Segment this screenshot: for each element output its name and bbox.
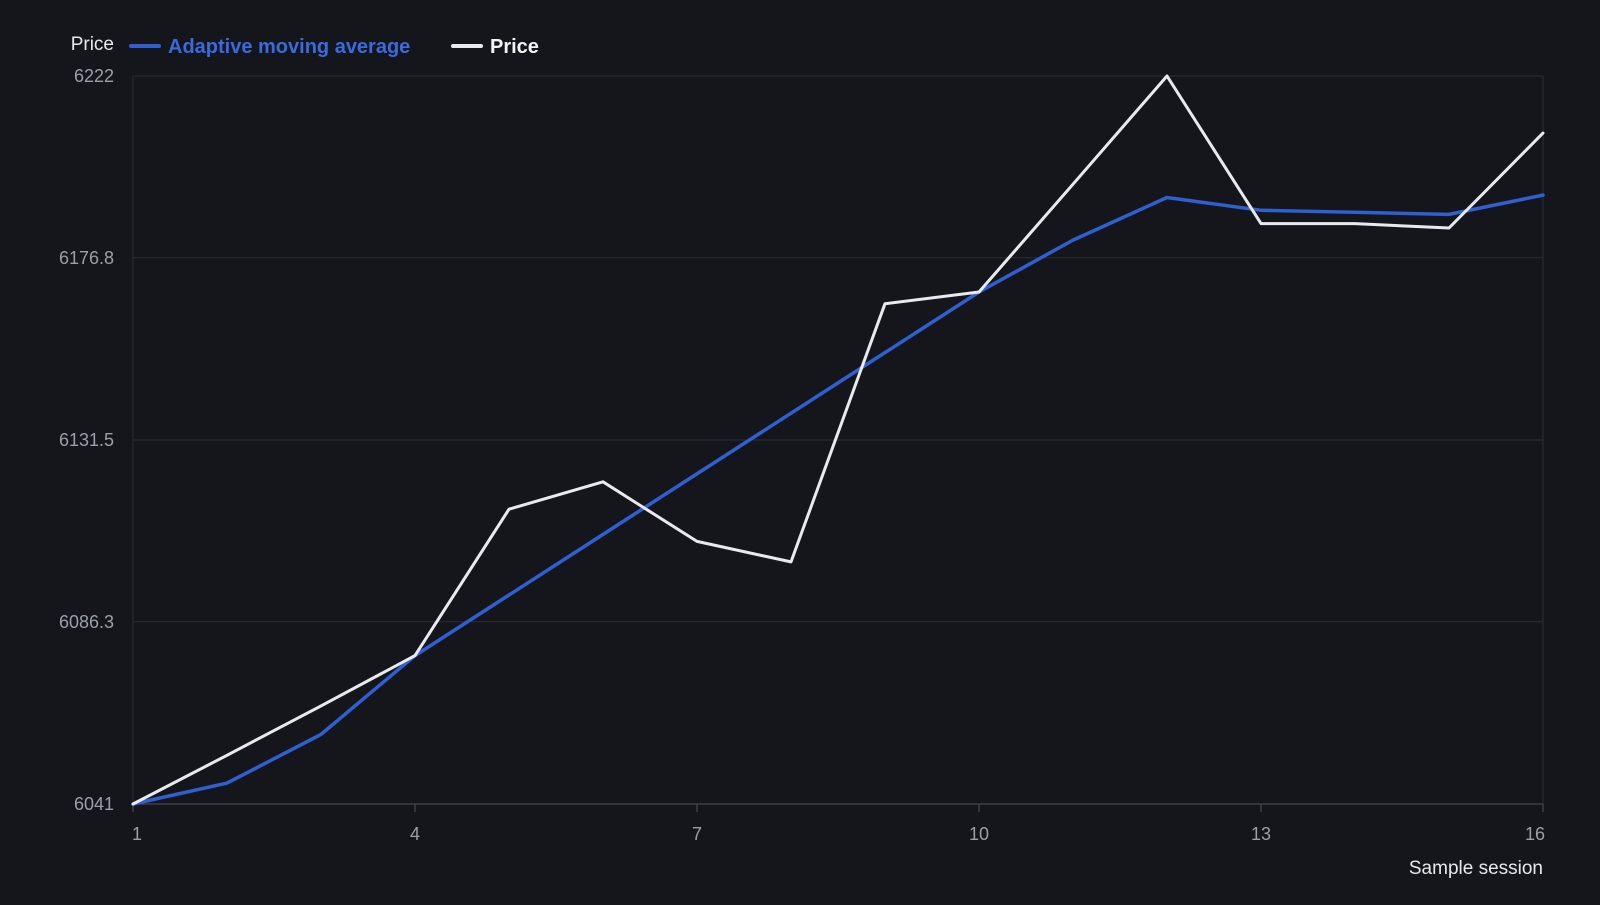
y-tick-label: 6086.3 — [59, 612, 114, 632]
series-lines — [131, 74, 1545, 806]
legend-label: Price — [490, 36, 539, 58]
legend[interactable]: Adaptive moving average Price — [129, 36, 539, 58]
x-tick-label: 13 — [1251, 824, 1271, 844]
series-line-price — [131, 74, 1545, 806]
y-axis-title: Price — [71, 34, 114, 55]
axes: 6041 6086.3 6131.5 6176.8 6222 1 4 7 10 13 16 — [59, 66, 1545, 844]
y-tick-label: 6041 — [74, 794, 114, 814]
y-tick-label: 6131.5 — [59, 430, 114, 450]
x-tick-label: 1 — [132, 824, 142, 844]
y-tick-label: 6176.8 — [59, 248, 114, 268]
x-tick-label: 16 — [1525, 824, 1545, 844]
x-tick-label: 10 — [969, 824, 989, 844]
series-line-adaptive-moving-average — [131, 193, 1545, 806]
legend-label: Adaptive moving average — [168, 36, 410, 58]
y-tick-label: 6222 — [74, 66, 114, 86]
legend-item-adaptive-moving-average[interactable]: Adaptive moving average — [129, 36, 410, 58]
x-tick-label: 4 — [410, 824, 420, 844]
legend-item-price[interactable]: Price — [451, 36, 539, 58]
x-tick-label: 7 — [692, 824, 702, 844]
x-axis-title: Sample session — [1409, 858, 1543, 879]
